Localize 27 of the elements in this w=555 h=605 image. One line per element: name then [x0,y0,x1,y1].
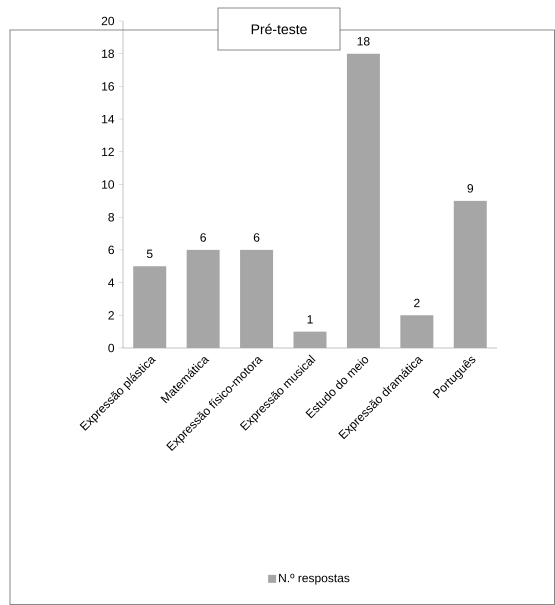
bar [454,200,487,348]
y-tick-label: 4 [108,278,114,287]
bar [346,54,380,348]
y-tick-label: 8 [108,212,114,222]
bar [400,315,434,348]
legend-label: N.º respostas [279,574,350,585]
y-tick-label: 14 [102,114,114,124]
data-label: 6 [200,233,206,242]
data-label: 5 [146,250,153,258]
data-label: 18 [358,37,370,46]
y-tick-label: 12 [102,148,114,156]
chart-title: Pré-teste [252,24,307,34]
data-label: 1 [308,315,313,324]
y-tick-label: 6 [108,246,114,254]
bar [240,250,274,348]
bar [186,250,220,348]
y-tick-label: 2 [108,311,114,320]
data-label: 2 [414,298,420,308]
data-label: 6 [254,233,260,242]
y-tick-label: 20 [102,16,114,26]
y-tick-label: 18 [102,49,114,58]
bar [133,266,166,348]
data-label: 9 [468,184,474,193]
y-tick-label: 0 [108,344,114,352]
y-tick-label: 16 [102,82,114,91]
y-tick-label: 10 [102,180,114,189]
bar [293,332,326,348]
